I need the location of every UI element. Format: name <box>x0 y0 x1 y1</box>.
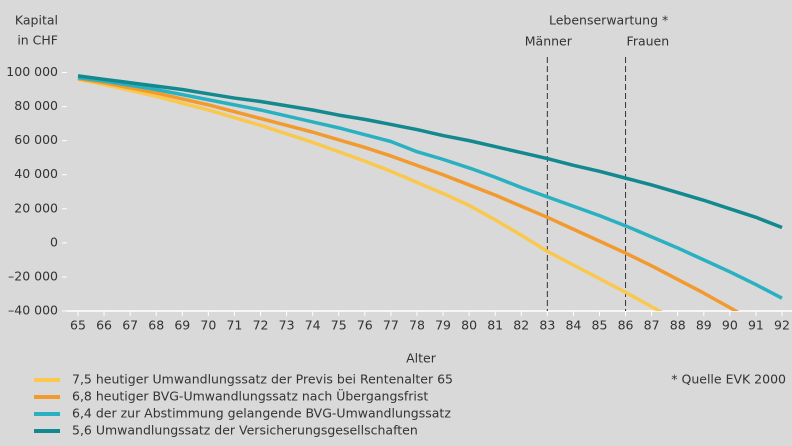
x-tick-label: 68 <box>148 318 164 333</box>
legend-label: 7,5 heutiger Umwandlungssatz der Previs … <box>72 372 453 387</box>
y-tick-label: 100 000 <box>6 64 58 79</box>
x-tick-label: 65 <box>70 318 86 333</box>
y-tick-label: 20 000 <box>14 200 58 215</box>
x-tick-label: 84 <box>565 318 581 333</box>
x-tick-label: 81 <box>487 318 503 333</box>
x-tick-label: 77 <box>383 318 399 333</box>
series-line <box>77 76 740 311</box>
y-label: in CHF <box>17 33 58 48</box>
y-tick-label: 40 000 <box>14 166 58 181</box>
y-tick-label: 80 000 <box>14 98 58 113</box>
marker-label: Männer <box>525 34 573 49</box>
x-tick-label: 82 <box>513 318 529 333</box>
x-tick-label: 74 <box>305 318 321 333</box>
x-tick-label: 89 <box>696 318 712 333</box>
x-tick-label: 73 <box>279 318 295 333</box>
series-line <box>77 75 783 300</box>
x-tick-label: 83 <box>539 318 555 333</box>
y-tick-label: –20 000 <box>8 268 58 283</box>
x-tick-label: 91 <box>748 318 764 333</box>
x-tick-label: 85 <box>592 318 608 333</box>
source: * Quelle EVK 2000 <box>671 372 786 387</box>
x-tick-label: 67 <box>122 318 138 333</box>
x-tick-label: 66 <box>96 318 112 333</box>
x-tick-label: 75 <box>331 318 347 333</box>
series-line <box>77 74 783 230</box>
y-label: Kapital <box>15 13 58 28</box>
x-tick-label: 78 <box>409 318 425 333</box>
x-tick-label: 86 <box>618 318 634 333</box>
x-tick-label: 79 <box>435 318 451 333</box>
series-line <box>77 77 663 311</box>
y-tick-label: –40 000 <box>8 303 58 318</box>
x-tick-label: 70 <box>200 318 216 333</box>
annotation: Lebenserwartung * <box>549 13 668 28</box>
marker-label: Frauen <box>627 34 670 49</box>
x-label: Alter <box>406 351 437 366</box>
y-tick-label: 0 <box>50 234 58 249</box>
plot-area <box>77 74 783 311</box>
x-tick-label: 80 <box>461 318 477 333</box>
x-tick-label: 69 <box>174 318 190 333</box>
x-tick-label: 87 <box>644 318 660 333</box>
legend-label: 6,4 der zur Abstimmung gelangende BVG-Um… <box>72 406 451 421</box>
x-tick-label: 88 <box>670 318 686 333</box>
x-tick-label: 76 <box>357 318 373 333</box>
legend-label: 6,8 heutiger BVG-Umwandlungssatz nach Üb… <box>72 388 428 404</box>
x-tick-label: 71 <box>226 318 242 333</box>
x-tick-label: 90 <box>722 318 738 333</box>
y-tick-label: 60 000 <box>14 132 58 147</box>
x-tick-label: 72 <box>253 318 269 333</box>
legend-label: 5,6 Umwandlungssatz der Versicherungsges… <box>72 423 418 438</box>
x-tick-label: 92 <box>774 318 790 333</box>
